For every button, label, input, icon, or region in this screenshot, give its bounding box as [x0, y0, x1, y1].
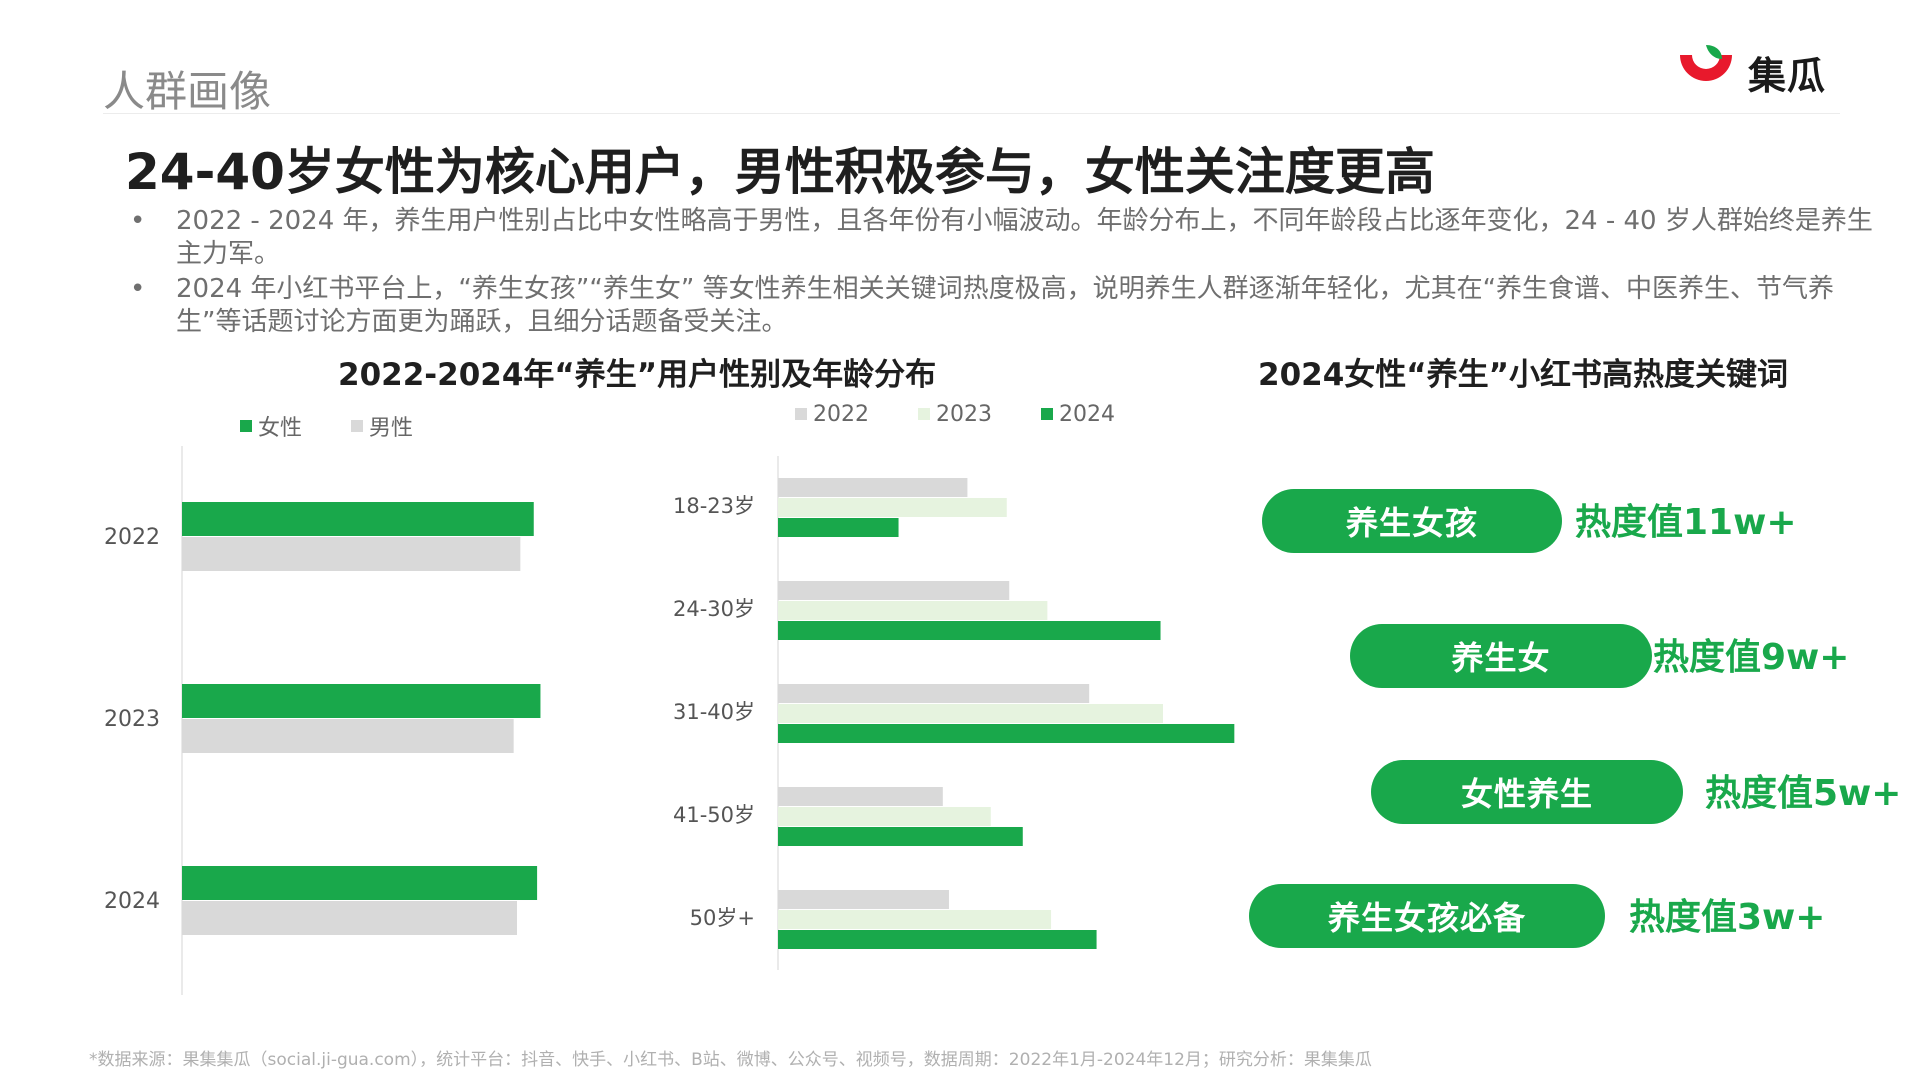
legend-swatch — [918, 408, 930, 420]
heat-value: 热度值9w+ — [1653, 637, 1850, 678]
gender-legend: 女性 男性 — [240, 410, 455, 442]
legend-swatch — [795, 408, 807, 420]
legend-label: 2023 — [936, 401, 992, 427]
bar-女性-2024 — [182, 866, 538, 900]
bar-2024-50岁+ — [778, 930, 1097, 949]
bullet-item: 2024 年小红书平台上，“养生女孩”“养生女” 等女性养生相关关键词热度极高，… — [130, 273, 1880, 339]
bar-男性-2023 — [182, 719, 514, 753]
legend-label: 2024 — [1059, 401, 1115, 427]
bar-2024-31-40岁 — [778, 724, 1235, 743]
legend-label: 男性 — [369, 416, 414, 441]
data-source-footnote: *数据来源：果集集瓜（social.ji-gua.com），统计平台：抖音、快手… — [89, 1050, 1372, 1070]
legend-item-2022: 2022 — [795, 402, 869, 427]
bar-女性-2023 — [182, 684, 541, 718]
bar-2022-50岁+ — [778, 890, 949, 909]
bar-2024-24-30岁 — [778, 621, 1161, 640]
keyword-pill: 养生女孩 — [1262, 489, 1562, 553]
bar-男性-2022 — [182, 537, 521, 571]
tick-label: 2024 — [104, 889, 160, 914]
tick-label: 50岁+ — [690, 906, 755, 930]
legend-label: 2022 — [813, 401, 869, 427]
logo-text: 集瓜 — [1748, 54, 1827, 98]
section-label: 人群画像 — [103, 67, 272, 116]
legend-swatch — [1041, 408, 1053, 420]
legend-item-male: 男性 — [351, 410, 413, 442]
bar-2022-41-50岁 — [778, 787, 943, 806]
heat-value: 热度值5w+ — [1705, 773, 1902, 814]
legend-swatch — [240, 420, 252, 432]
bar-女性-2022 — [182, 502, 534, 536]
tick-label: 2023 — [104, 707, 160, 732]
tick-label: 18-23岁 — [673, 494, 755, 518]
keywords-title: 2024女性“养生”小红书高热度关键词 — [1258, 357, 1789, 393]
age-legend: 2022 2023 2024 — [795, 401, 1157, 427]
heat-value: 热度值3w+ — [1629, 897, 1826, 938]
heat-value: 热度值11w+ — [1575, 502, 1797, 543]
legend-item-2023: 2023 — [918, 402, 992, 427]
bullet-item: 2022 - 2024 年，养生用户性别占比中女性略高于男性，且各年份有小幅波动… — [130, 205, 1880, 271]
legend-label: 女性 — [258, 416, 303, 441]
chart-section-title: 2022-2024年“养生”用户性别及年龄分布 — [338, 357, 937, 393]
bar-2022-18-23岁 — [778, 478, 968, 497]
bar-2024-18-23岁 — [778, 518, 899, 537]
page-title: 24-40岁女性为核心用户，男性积极参与，女性关注度更高 — [125, 143, 1435, 201]
header-divider — [103, 113, 1840, 114]
tick-label: 31-40岁 — [673, 700, 755, 724]
legend-item-female: 女性 — [240, 410, 302, 442]
keyword-pill: 女性养生 — [1371, 760, 1683, 824]
tick-label: 24-30岁 — [673, 597, 755, 621]
bar-2023-18-23岁 — [778, 498, 1007, 517]
bar-2023-24-30岁 — [778, 601, 1048, 620]
bar-2022-24-30岁 — [778, 581, 1010, 600]
tick-label: 2022 — [104, 525, 160, 550]
bar-男性-2024 — [182, 901, 517, 935]
summary-bullets: 2022 - 2024 年，养生用户性别占比中女性略高于男性，且各年份有小幅波动… — [130, 205, 1880, 341]
bar-2022-31-40岁 — [778, 684, 1090, 703]
legend-item-2024: 2024 — [1041, 402, 1115, 427]
keyword-pill: 养生女 — [1350, 624, 1652, 688]
bar-2024-41-50岁 — [778, 827, 1023, 846]
brand-logo: 集瓜 — [1678, 43, 1838, 98]
logo-mark-icon — [1680, 45, 1732, 81]
bar-2023-41-50岁 — [778, 807, 991, 826]
bar-2023-50岁+ — [778, 910, 1052, 929]
legend-swatch — [351, 420, 364, 432]
gender-bar-chart: 2022 2023 2024 — [104, 446, 541, 995]
age-bar-chart: 18-23岁 24-30岁 31-40岁 41-50岁 50岁+ — [673, 456, 1235, 970]
tick-label: 41-50岁 — [673, 803, 755, 827]
keyword-pill: 养生女孩必备 — [1249, 884, 1605, 948]
bar-2023-31-40岁 — [778, 704, 1163, 723]
